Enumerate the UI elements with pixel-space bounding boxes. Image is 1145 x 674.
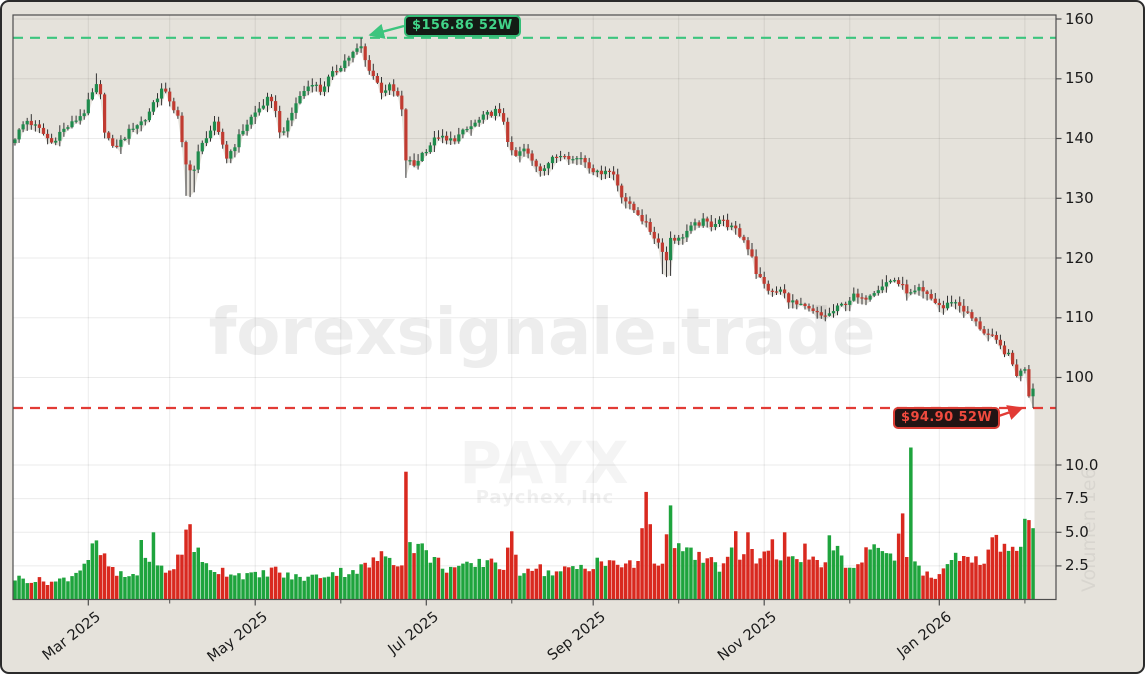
watermark-site: forexsignale.trade [209,296,876,370]
price-tick-label: 160 [1065,9,1094,28]
volume-tick-label: 5.0 [1065,522,1089,541]
price-tick-label: 140 [1065,129,1094,147]
volume-tick-label: 10.0 [1065,455,1099,474]
low-52w-label: $94.90 52W [893,407,1001,429]
high-52w-label: $156.86 52W [404,15,521,37]
watermark-symbol: PAYX [459,429,630,497]
price-tick-label: 120 [1065,248,1094,267]
price-tick-label: 110 [1065,308,1094,327]
price-tick-label: 150 [1065,69,1094,88]
price-tick-label: 130 [1065,188,1094,207]
watermark-company: Paychex, Inc [476,487,615,508]
volume-tick-label: 7.5 [1065,489,1089,508]
price-tick-label: 100 [1065,368,1094,386]
volume-tick-label: 2.5 [1065,556,1089,575]
